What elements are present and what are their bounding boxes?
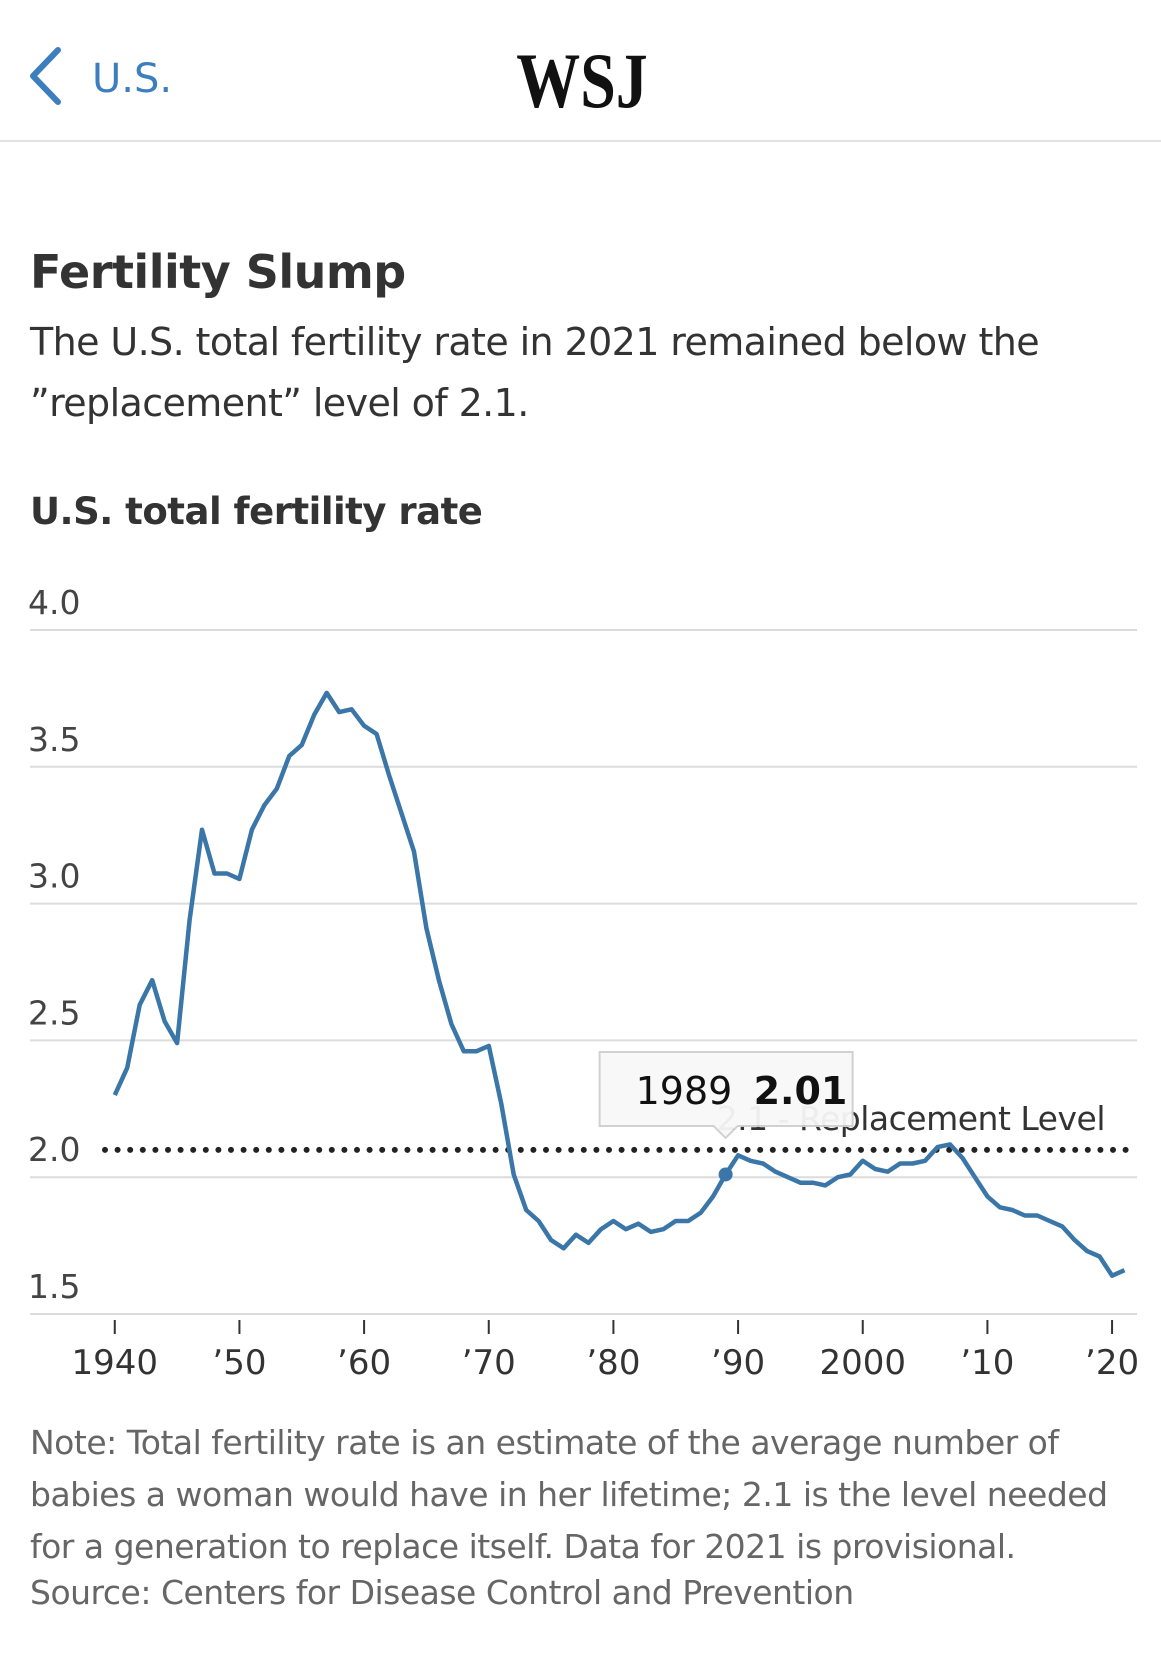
back-button[interactable]: U.S. [30, 47, 172, 105]
y-tick-label: 3.0 [28, 857, 80, 896]
back-chevron[interactable] [30, 47, 61, 105]
x-tick-label: ’10 [960, 1343, 1014, 1380]
y-tick-label: 2.5 [28, 993, 80, 1032]
chart-subtitle: The U.S. total fertility rate in 2021 re… [30, 320, 1040, 425]
y-tick-label: 4.0 [28, 583, 80, 622]
tooltip: 1989 2.01 [598, 1051, 854, 1140]
chart: 1.5 2.0 2.5 3.0 3.5 4.0 1940 ’50 ’60 ’70 ’80 ’90 200… [28, 583, 1140, 1380]
chart-note: Note: Total fertility rate is an estimat… [30, 1423, 1108, 1566]
x-tick-label: ’60 [337, 1343, 391, 1380]
data-line [112, 690, 1126, 1278]
y-tick-label: 2.0 [28, 1130, 80, 1169]
x-tick-label: ’20 [1085, 1343, 1139, 1380]
tooltip-year: 1989 [636, 1069, 733, 1113]
x-tick-label: 2000 [819, 1343, 906, 1380]
header-bar: U.S. WSJ [30, 38, 648, 124]
x-tick-label: 1940 [72, 1343, 159, 1380]
y-axis-label: U.S. total fertility rate [30, 490, 483, 533]
tooltip-value: 2.01 [754, 1069, 848, 1113]
back-label[interactable]: U.S. [92, 56, 172, 102]
highlight-point [718, 1167, 733, 1182]
chart-title: Fertility Slump [30, 245, 406, 299]
app-header: U.S. WSJ [0, 0, 1161, 142]
logo: WSJ [516, 38, 647, 124]
y-tick-label: 1.5 [28, 1267, 80, 1306]
tooltip-box [598, 1051, 854, 1140]
x-tick-label: ’50 [212, 1343, 266, 1380]
x-tick-label: ’90 [711, 1343, 765, 1380]
x-tick-label: ’70 [462, 1343, 516, 1380]
chart-source: Source: Centers for Disease Control and … [30, 1573, 854, 1612]
y-tick-label: 3.5 [28, 720, 80, 759]
x-tick-label: ’80 [586, 1343, 640, 1380]
